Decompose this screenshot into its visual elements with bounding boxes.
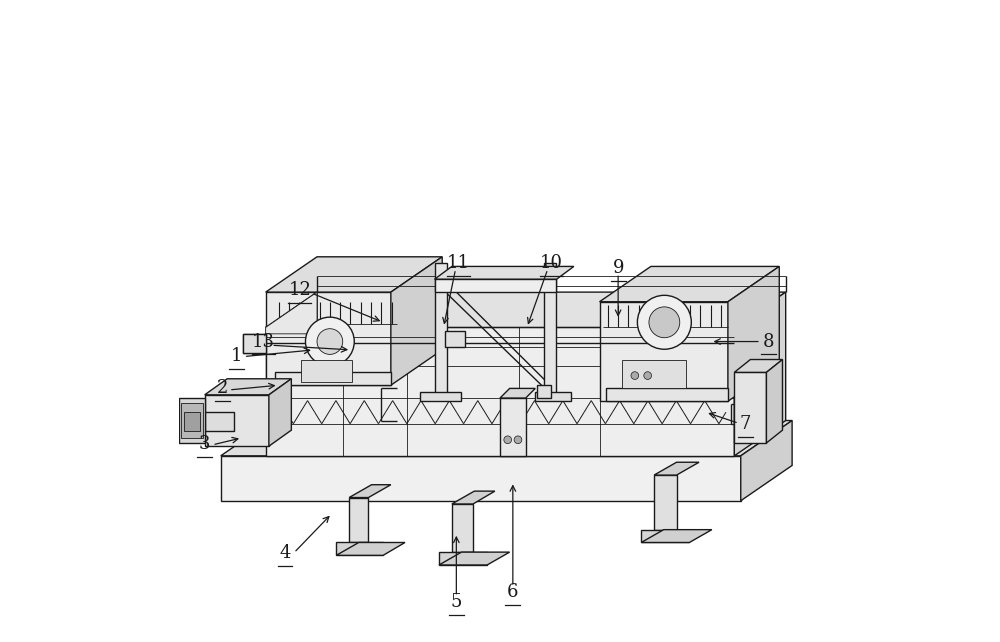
Polygon shape xyxy=(600,302,728,401)
Polygon shape xyxy=(181,403,203,438)
Circle shape xyxy=(644,372,652,379)
Polygon shape xyxy=(728,266,779,401)
Polygon shape xyxy=(500,388,535,398)
Polygon shape xyxy=(734,292,786,456)
Polygon shape xyxy=(734,360,782,372)
Polygon shape xyxy=(221,456,741,501)
Polygon shape xyxy=(336,542,383,555)
Polygon shape xyxy=(266,292,391,385)
Polygon shape xyxy=(766,360,782,443)
Text: 12: 12 xyxy=(288,281,311,299)
Text: 10: 10 xyxy=(540,254,563,272)
Text: 13: 13 xyxy=(252,333,275,351)
Text: 2: 2 xyxy=(217,379,228,397)
Polygon shape xyxy=(420,392,461,401)
Polygon shape xyxy=(641,530,712,542)
Text: 7: 7 xyxy=(740,415,751,433)
Polygon shape xyxy=(221,421,792,456)
Text: 1: 1 xyxy=(231,347,243,365)
Polygon shape xyxy=(439,552,510,565)
Polygon shape xyxy=(435,266,574,279)
Text: 3: 3 xyxy=(199,435,210,453)
Polygon shape xyxy=(266,292,317,334)
Polygon shape xyxy=(622,360,686,388)
Circle shape xyxy=(514,436,522,444)
Polygon shape xyxy=(439,552,487,565)
Polygon shape xyxy=(641,530,689,542)
Polygon shape xyxy=(349,485,391,498)
Polygon shape xyxy=(205,379,291,395)
Polygon shape xyxy=(301,360,352,382)
Polygon shape xyxy=(741,421,792,501)
Circle shape xyxy=(317,329,343,354)
Polygon shape xyxy=(544,263,556,398)
Text: 8: 8 xyxy=(763,333,774,351)
Text: 9: 9 xyxy=(612,259,624,277)
Text: 6: 6 xyxy=(507,583,519,601)
Polygon shape xyxy=(205,412,234,431)
Polygon shape xyxy=(184,412,200,431)
Polygon shape xyxy=(205,395,269,446)
Polygon shape xyxy=(266,292,786,327)
Polygon shape xyxy=(243,334,266,353)
Polygon shape xyxy=(445,331,465,347)
Circle shape xyxy=(631,372,639,379)
Polygon shape xyxy=(535,392,571,401)
Polygon shape xyxy=(600,266,779,302)
Text: 11: 11 xyxy=(447,254,470,272)
Polygon shape xyxy=(452,491,495,504)
Text: 4: 4 xyxy=(279,544,291,562)
Polygon shape xyxy=(266,327,734,456)
Text: 5: 5 xyxy=(451,593,462,611)
Polygon shape xyxy=(500,398,526,456)
Polygon shape xyxy=(275,372,391,385)
Polygon shape xyxy=(452,504,473,552)
Polygon shape xyxy=(654,475,677,530)
Polygon shape xyxy=(269,379,291,446)
Polygon shape xyxy=(336,542,405,555)
Circle shape xyxy=(637,295,691,349)
Polygon shape xyxy=(349,498,368,542)
Circle shape xyxy=(504,436,512,444)
Polygon shape xyxy=(435,279,556,292)
Polygon shape xyxy=(391,257,442,385)
Circle shape xyxy=(305,317,354,366)
Polygon shape xyxy=(606,388,728,401)
Polygon shape xyxy=(179,398,205,443)
Polygon shape xyxy=(537,385,551,398)
Circle shape xyxy=(649,307,680,338)
Polygon shape xyxy=(734,372,766,443)
Polygon shape xyxy=(435,263,447,398)
Polygon shape xyxy=(266,257,442,292)
Polygon shape xyxy=(654,462,699,475)
